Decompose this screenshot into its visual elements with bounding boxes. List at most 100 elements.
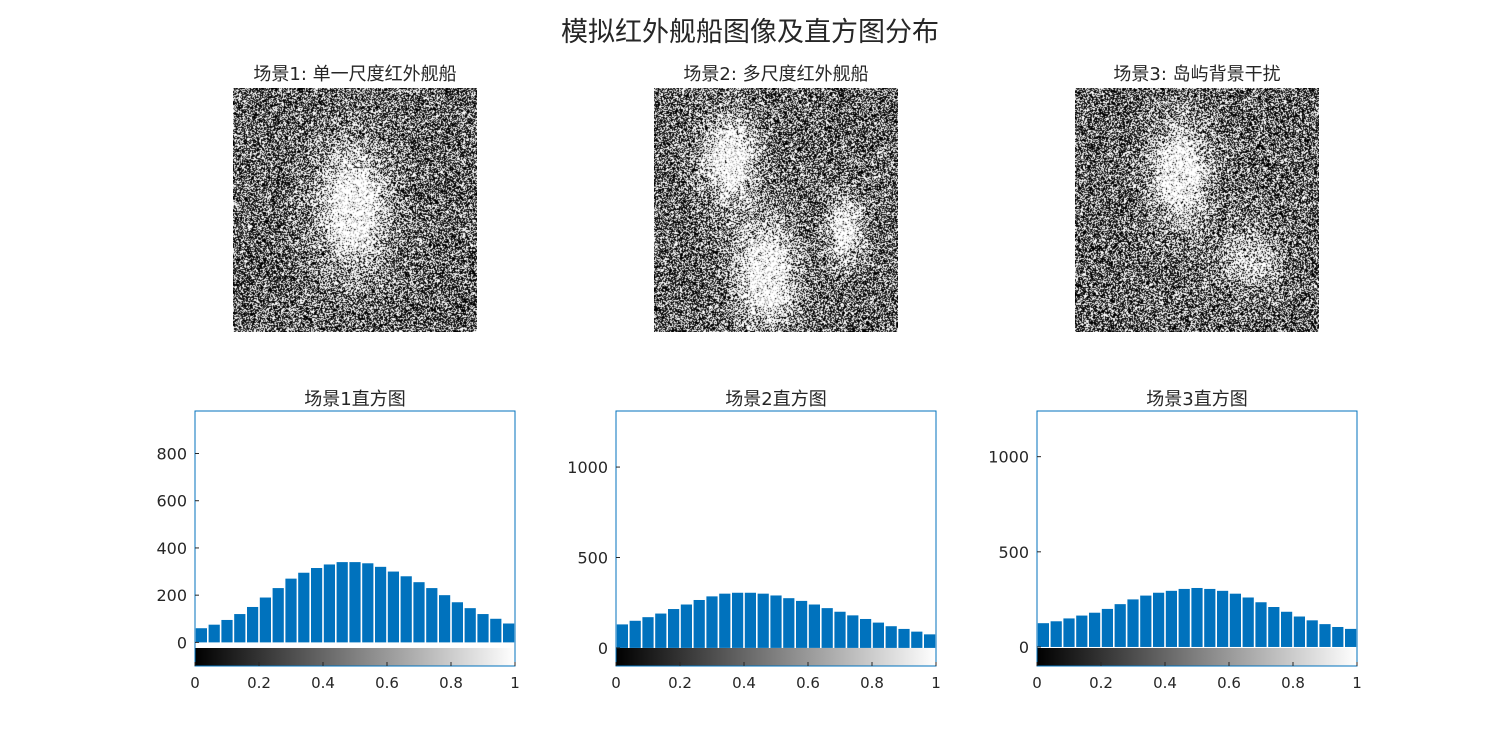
axes-box xyxy=(1036,410,1358,667)
y-tick-label: 500 xyxy=(998,543,1029,562)
hist-bar xyxy=(616,624,628,648)
hist-title: 场景3直方图 xyxy=(1146,389,1247,410)
hist-bar xyxy=(706,596,718,648)
hist-bar xyxy=(629,620,641,648)
colorbar xyxy=(616,648,936,666)
x-tick-label: 0.8 xyxy=(860,674,884,692)
x-tick-label: 0.6 xyxy=(1217,674,1241,692)
hist-bar xyxy=(1076,615,1088,647)
hist-bar xyxy=(911,631,923,648)
y-tick-label: 600 xyxy=(156,492,187,511)
hist-bar xyxy=(400,576,412,643)
hist-bar xyxy=(655,613,667,648)
hist-bar xyxy=(808,604,820,648)
hist-bar xyxy=(770,595,782,648)
hist-bar xyxy=(311,568,323,643)
hist-bar xyxy=(1268,607,1280,647)
hist-bar xyxy=(668,609,680,648)
y-tick-label: 0 xyxy=(1019,638,1029,657)
y-tick-label: 500 xyxy=(577,548,608,567)
hist-bar xyxy=(1281,611,1293,647)
hist-bar xyxy=(1089,612,1101,647)
hist-bar xyxy=(298,572,310,643)
hist-bar xyxy=(872,622,884,648)
hist-bar xyxy=(693,599,705,648)
hist-bar xyxy=(885,626,897,648)
hist-bar xyxy=(336,562,348,643)
hist-bar xyxy=(680,604,692,648)
y-tick-label: 1000 xyxy=(988,448,1029,467)
hist-bar xyxy=(719,593,731,648)
axes-box xyxy=(615,410,937,667)
x-tick-label: 0.4 xyxy=(311,674,335,692)
hist-bar xyxy=(503,623,515,643)
hist-bar xyxy=(490,618,502,643)
y-tick-label: 200 xyxy=(156,586,187,605)
hist-bar xyxy=(898,628,910,648)
hist-bar xyxy=(387,571,399,643)
hist-bar xyxy=(1050,621,1062,647)
hist-bar xyxy=(834,611,846,648)
hist-bar xyxy=(1229,593,1241,647)
hist-bar xyxy=(426,588,438,643)
hist-bar xyxy=(1217,590,1229,647)
hist-bar xyxy=(796,600,808,648)
hist-bar xyxy=(1293,616,1305,647)
x-tick-label: 1 xyxy=(931,674,941,692)
hist-bar xyxy=(221,619,233,643)
image-title-scene-3: 场景3: 岛屿背景干扰 xyxy=(1113,64,1281,85)
hist-bar xyxy=(195,628,207,643)
hist-bar xyxy=(924,634,936,648)
hist-bar xyxy=(642,617,654,648)
hist-bar xyxy=(477,614,489,643)
x-tick-label: 0 xyxy=(190,674,200,692)
x-tick-label: 0.6 xyxy=(796,674,820,692)
hist-bar xyxy=(323,564,335,643)
hist-bar xyxy=(1204,588,1216,647)
ir-image-scene-1 xyxy=(233,88,477,332)
hist-bar xyxy=(732,592,744,648)
hist-bar xyxy=(1255,602,1267,647)
image-title-scene-1: 场景1: 单一尺度红外舰船 xyxy=(253,64,457,85)
hist-bar xyxy=(1114,604,1126,647)
y-tick-label: 800 xyxy=(156,445,187,464)
hist-bar xyxy=(1178,588,1190,647)
hist-bar xyxy=(847,615,859,648)
x-tick-label: 0.2 xyxy=(247,674,271,692)
x-tick-label: 0.2 xyxy=(1089,674,1113,692)
ir-image-scene-2 xyxy=(654,88,898,332)
hist-bar xyxy=(349,562,361,643)
y-tick-label: 0 xyxy=(177,633,187,652)
hist-bar xyxy=(413,582,425,643)
hist-bar xyxy=(272,588,284,643)
hist-bar xyxy=(1191,587,1203,647)
ir-image-scene-3 xyxy=(1075,88,1319,332)
y-tick-label: 1000 xyxy=(567,458,608,477)
x-tick-label: 0.8 xyxy=(439,674,463,692)
x-tick-label: 0 xyxy=(1032,674,1042,692)
colorbar xyxy=(1037,648,1357,666)
hist-bar xyxy=(451,602,463,643)
hist-bar xyxy=(1345,628,1357,647)
hist-bar xyxy=(234,614,246,643)
hist-bar xyxy=(1063,618,1075,647)
hist-bar xyxy=(1319,624,1331,647)
hist-bar xyxy=(247,606,259,643)
hist-bar xyxy=(285,578,297,643)
hist-bar xyxy=(783,598,795,648)
axes-box xyxy=(194,410,516,667)
hist-title: 场景1直方图 xyxy=(304,389,405,410)
y-tick-label: 0 xyxy=(598,639,608,658)
x-tick-label: 1 xyxy=(510,674,520,692)
image-title-scene-2: 场景2: 多尺度红外舰船 xyxy=(683,64,869,85)
hist-title: 场景2直方图 xyxy=(725,389,826,410)
x-tick-label: 0.6 xyxy=(375,674,399,692)
x-tick-label: 1 xyxy=(1352,674,1362,692)
hist-bar xyxy=(1332,626,1344,647)
hist-bar xyxy=(1037,623,1049,647)
hist-bar xyxy=(375,566,387,643)
hist-bar xyxy=(208,624,220,643)
hist-bar xyxy=(821,608,833,648)
